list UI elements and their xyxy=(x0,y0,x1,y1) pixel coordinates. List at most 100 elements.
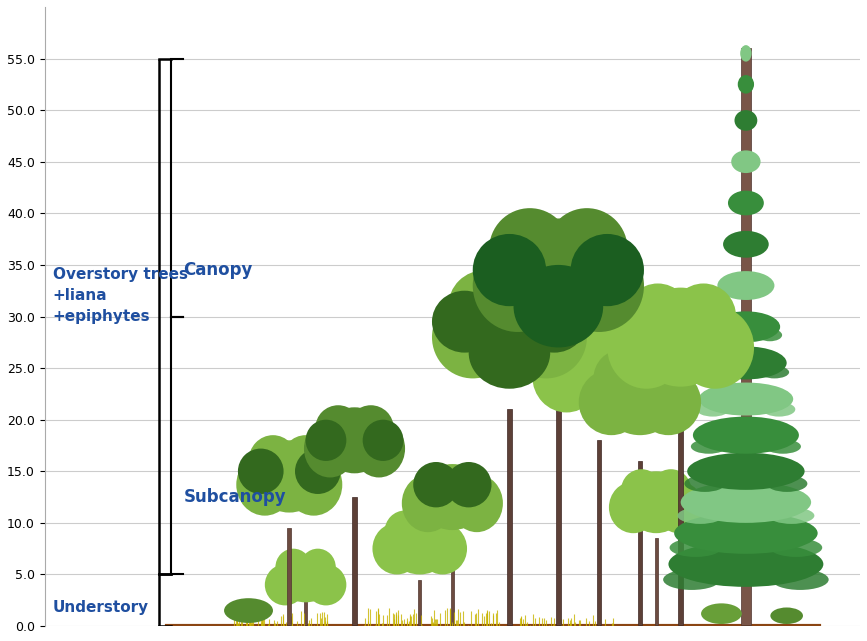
Ellipse shape xyxy=(305,420,346,461)
Bar xyxy=(287,528,291,625)
Ellipse shape xyxy=(681,481,812,523)
Ellipse shape xyxy=(609,481,658,533)
Ellipse shape xyxy=(701,603,742,624)
Ellipse shape xyxy=(385,510,426,552)
Ellipse shape xyxy=(532,340,601,412)
Ellipse shape xyxy=(693,417,799,454)
Ellipse shape xyxy=(728,190,764,215)
Ellipse shape xyxy=(702,366,732,378)
Ellipse shape xyxy=(691,439,727,454)
Ellipse shape xyxy=(759,366,789,378)
Bar xyxy=(353,497,356,625)
Ellipse shape xyxy=(432,296,513,378)
Ellipse shape xyxy=(684,476,725,492)
Ellipse shape xyxy=(388,513,453,574)
Ellipse shape xyxy=(663,569,720,590)
Bar xyxy=(741,48,751,625)
Text: Understory: Understory xyxy=(53,600,149,615)
Ellipse shape xyxy=(740,45,752,62)
Ellipse shape xyxy=(625,471,688,533)
Ellipse shape xyxy=(281,435,330,487)
Ellipse shape xyxy=(671,283,736,349)
Ellipse shape xyxy=(621,469,662,510)
Ellipse shape xyxy=(669,538,721,557)
Ellipse shape xyxy=(252,440,326,513)
Ellipse shape xyxy=(489,208,570,291)
Ellipse shape xyxy=(723,231,769,258)
Ellipse shape xyxy=(675,513,818,554)
Ellipse shape xyxy=(277,557,334,603)
Ellipse shape xyxy=(738,75,754,94)
Ellipse shape xyxy=(579,369,644,435)
Ellipse shape xyxy=(505,296,587,378)
Ellipse shape xyxy=(316,405,361,451)
Ellipse shape xyxy=(772,569,829,590)
Ellipse shape xyxy=(650,469,691,510)
Ellipse shape xyxy=(770,538,822,557)
Ellipse shape xyxy=(766,476,807,492)
Ellipse shape xyxy=(710,329,734,341)
Ellipse shape xyxy=(501,219,616,332)
Ellipse shape xyxy=(285,454,342,515)
Ellipse shape xyxy=(362,420,403,461)
Ellipse shape xyxy=(705,346,786,379)
Bar xyxy=(679,410,683,625)
Ellipse shape xyxy=(548,319,610,381)
Ellipse shape xyxy=(734,110,757,131)
Text: Overstory trees
+liana
+epiphytes: Overstory trees +liana +epiphytes xyxy=(53,267,188,324)
Ellipse shape xyxy=(224,598,273,623)
Ellipse shape xyxy=(249,435,297,487)
Ellipse shape xyxy=(237,454,293,515)
Ellipse shape xyxy=(629,349,687,407)
Ellipse shape xyxy=(418,464,486,530)
Ellipse shape xyxy=(522,291,587,353)
Bar xyxy=(655,538,658,625)
Ellipse shape xyxy=(717,271,774,300)
Ellipse shape xyxy=(546,208,628,291)
Ellipse shape xyxy=(597,340,666,412)
Ellipse shape xyxy=(636,369,701,435)
Ellipse shape xyxy=(276,549,311,586)
Ellipse shape xyxy=(771,608,803,624)
Bar xyxy=(596,440,602,625)
Ellipse shape xyxy=(625,283,690,349)
Bar xyxy=(638,461,642,625)
Ellipse shape xyxy=(264,564,305,605)
Ellipse shape xyxy=(699,383,793,415)
Ellipse shape xyxy=(668,542,824,587)
Ellipse shape xyxy=(373,523,421,574)
Text: Canopy: Canopy xyxy=(183,261,252,279)
Ellipse shape xyxy=(473,239,563,332)
Ellipse shape xyxy=(456,275,563,378)
Ellipse shape xyxy=(765,439,801,454)
Ellipse shape xyxy=(675,306,754,388)
Ellipse shape xyxy=(554,239,644,332)
Ellipse shape xyxy=(513,265,603,347)
Ellipse shape xyxy=(353,420,405,478)
Bar xyxy=(507,410,512,625)
Ellipse shape xyxy=(712,312,780,342)
Ellipse shape xyxy=(769,508,814,524)
Ellipse shape xyxy=(414,462,459,508)
Ellipse shape xyxy=(295,449,341,494)
Ellipse shape xyxy=(451,474,503,532)
Ellipse shape xyxy=(655,481,703,533)
Ellipse shape xyxy=(607,306,686,388)
Ellipse shape xyxy=(570,234,644,306)
Ellipse shape xyxy=(589,319,650,381)
Ellipse shape xyxy=(677,508,723,524)
Ellipse shape xyxy=(448,270,522,342)
Ellipse shape xyxy=(599,353,681,435)
Ellipse shape xyxy=(322,407,388,473)
Ellipse shape xyxy=(632,288,730,387)
Ellipse shape xyxy=(497,270,570,342)
Ellipse shape xyxy=(401,474,454,532)
Bar xyxy=(304,600,307,625)
Ellipse shape xyxy=(300,549,336,586)
Ellipse shape xyxy=(418,523,467,574)
Ellipse shape xyxy=(414,510,455,552)
Ellipse shape xyxy=(305,564,346,605)
Bar xyxy=(451,544,454,625)
Ellipse shape xyxy=(696,402,729,417)
Ellipse shape xyxy=(688,453,805,490)
